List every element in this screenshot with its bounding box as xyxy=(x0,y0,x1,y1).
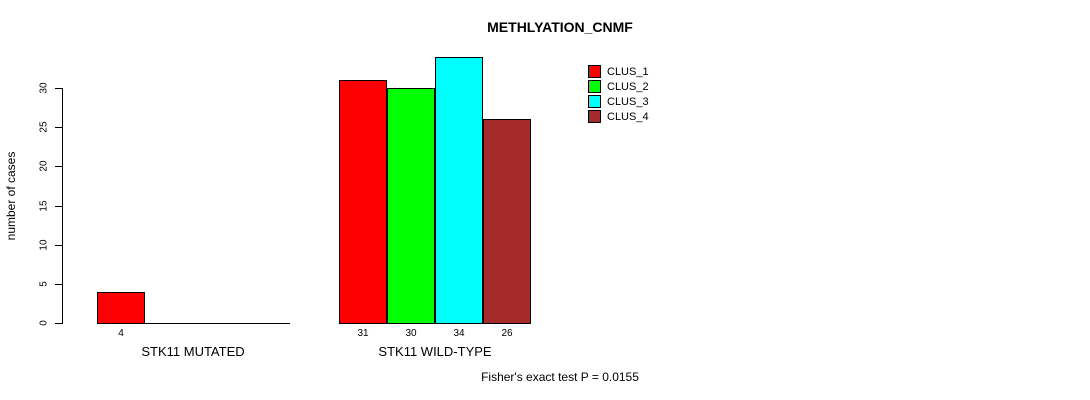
legend: CLUS_1 CLUS_2 CLUS_3 CLUS_4 xyxy=(588,64,649,124)
y-tick-mark xyxy=(55,88,62,89)
legend-swatch xyxy=(588,80,601,93)
legend-row: CLUS_2 xyxy=(588,79,649,94)
y-tick-mark xyxy=(55,206,62,207)
bar xyxy=(483,119,531,324)
category-label: STK11 WILD-TYPE xyxy=(378,344,492,359)
bar-value-label: 4 xyxy=(118,328,124,339)
legend-swatch xyxy=(588,95,601,108)
y-tick-mark xyxy=(55,166,62,167)
legend-label: CLUS_1 xyxy=(607,65,649,78)
stat-annotation: Fisher's exact test P = 0.0155 xyxy=(481,370,639,384)
chart-title: METHLYATION_CNMF xyxy=(487,19,633,35)
y-tick-label: 0 xyxy=(38,320,50,326)
y-tick-label: 10 xyxy=(38,239,50,251)
bar-value-label: 31 xyxy=(357,328,369,339)
y-tick-mark xyxy=(55,127,62,128)
bar xyxy=(435,57,483,324)
bar xyxy=(97,292,145,324)
bar-value-label: 26 xyxy=(501,328,513,339)
y-tick-label: 25 xyxy=(38,121,50,133)
legend-row: CLUS_4 xyxy=(588,109,649,124)
legend-label: CLUS_2 xyxy=(607,80,649,93)
category-label: STK11 MUTATED xyxy=(141,344,245,359)
y-tick-mark xyxy=(55,284,62,285)
zero-bar-line xyxy=(193,323,242,324)
y-tick-label: 20 xyxy=(38,160,50,172)
y-tick-mark xyxy=(55,323,62,324)
bar-value-label: 34 xyxy=(453,328,465,339)
y-tick-label: 30 xyxy=(38,82,50,94)
zero-bar-line xyxy=(241,323,290,324)
y-tick-label: 15 xyxy=(38,200,50,212)
legend-label: CLUS_4 xyxy=(607,110,649,123)
legend-label: CLUS_3 xyxy=(607,95,649,108)
bar xyxy=(339,80,387,324)
legend-swatch xyxy=(588,110,601,123)
bar xyxy=(387,88,435,324)
legend-swatch xyxy=(588,65,601,78)
y-tick-mark xyxy=(55,245,62,246)
bar-value-label: 30 xyxy=(405,328,417,339)
legend-row: CLUS_3 xyxy=(588,94,649,109)
zero-bar-line xyxy=(145,323,194,324)
legend-row: CLUS_1 xyxy=(588,64,649,79)
y-axis-label: number of cases xyxy=(4,151,18,241)
y-tick-label: 5 xyxy=(38,281,50,287)
y-axis-line xyxy=(62,88,63,324)
